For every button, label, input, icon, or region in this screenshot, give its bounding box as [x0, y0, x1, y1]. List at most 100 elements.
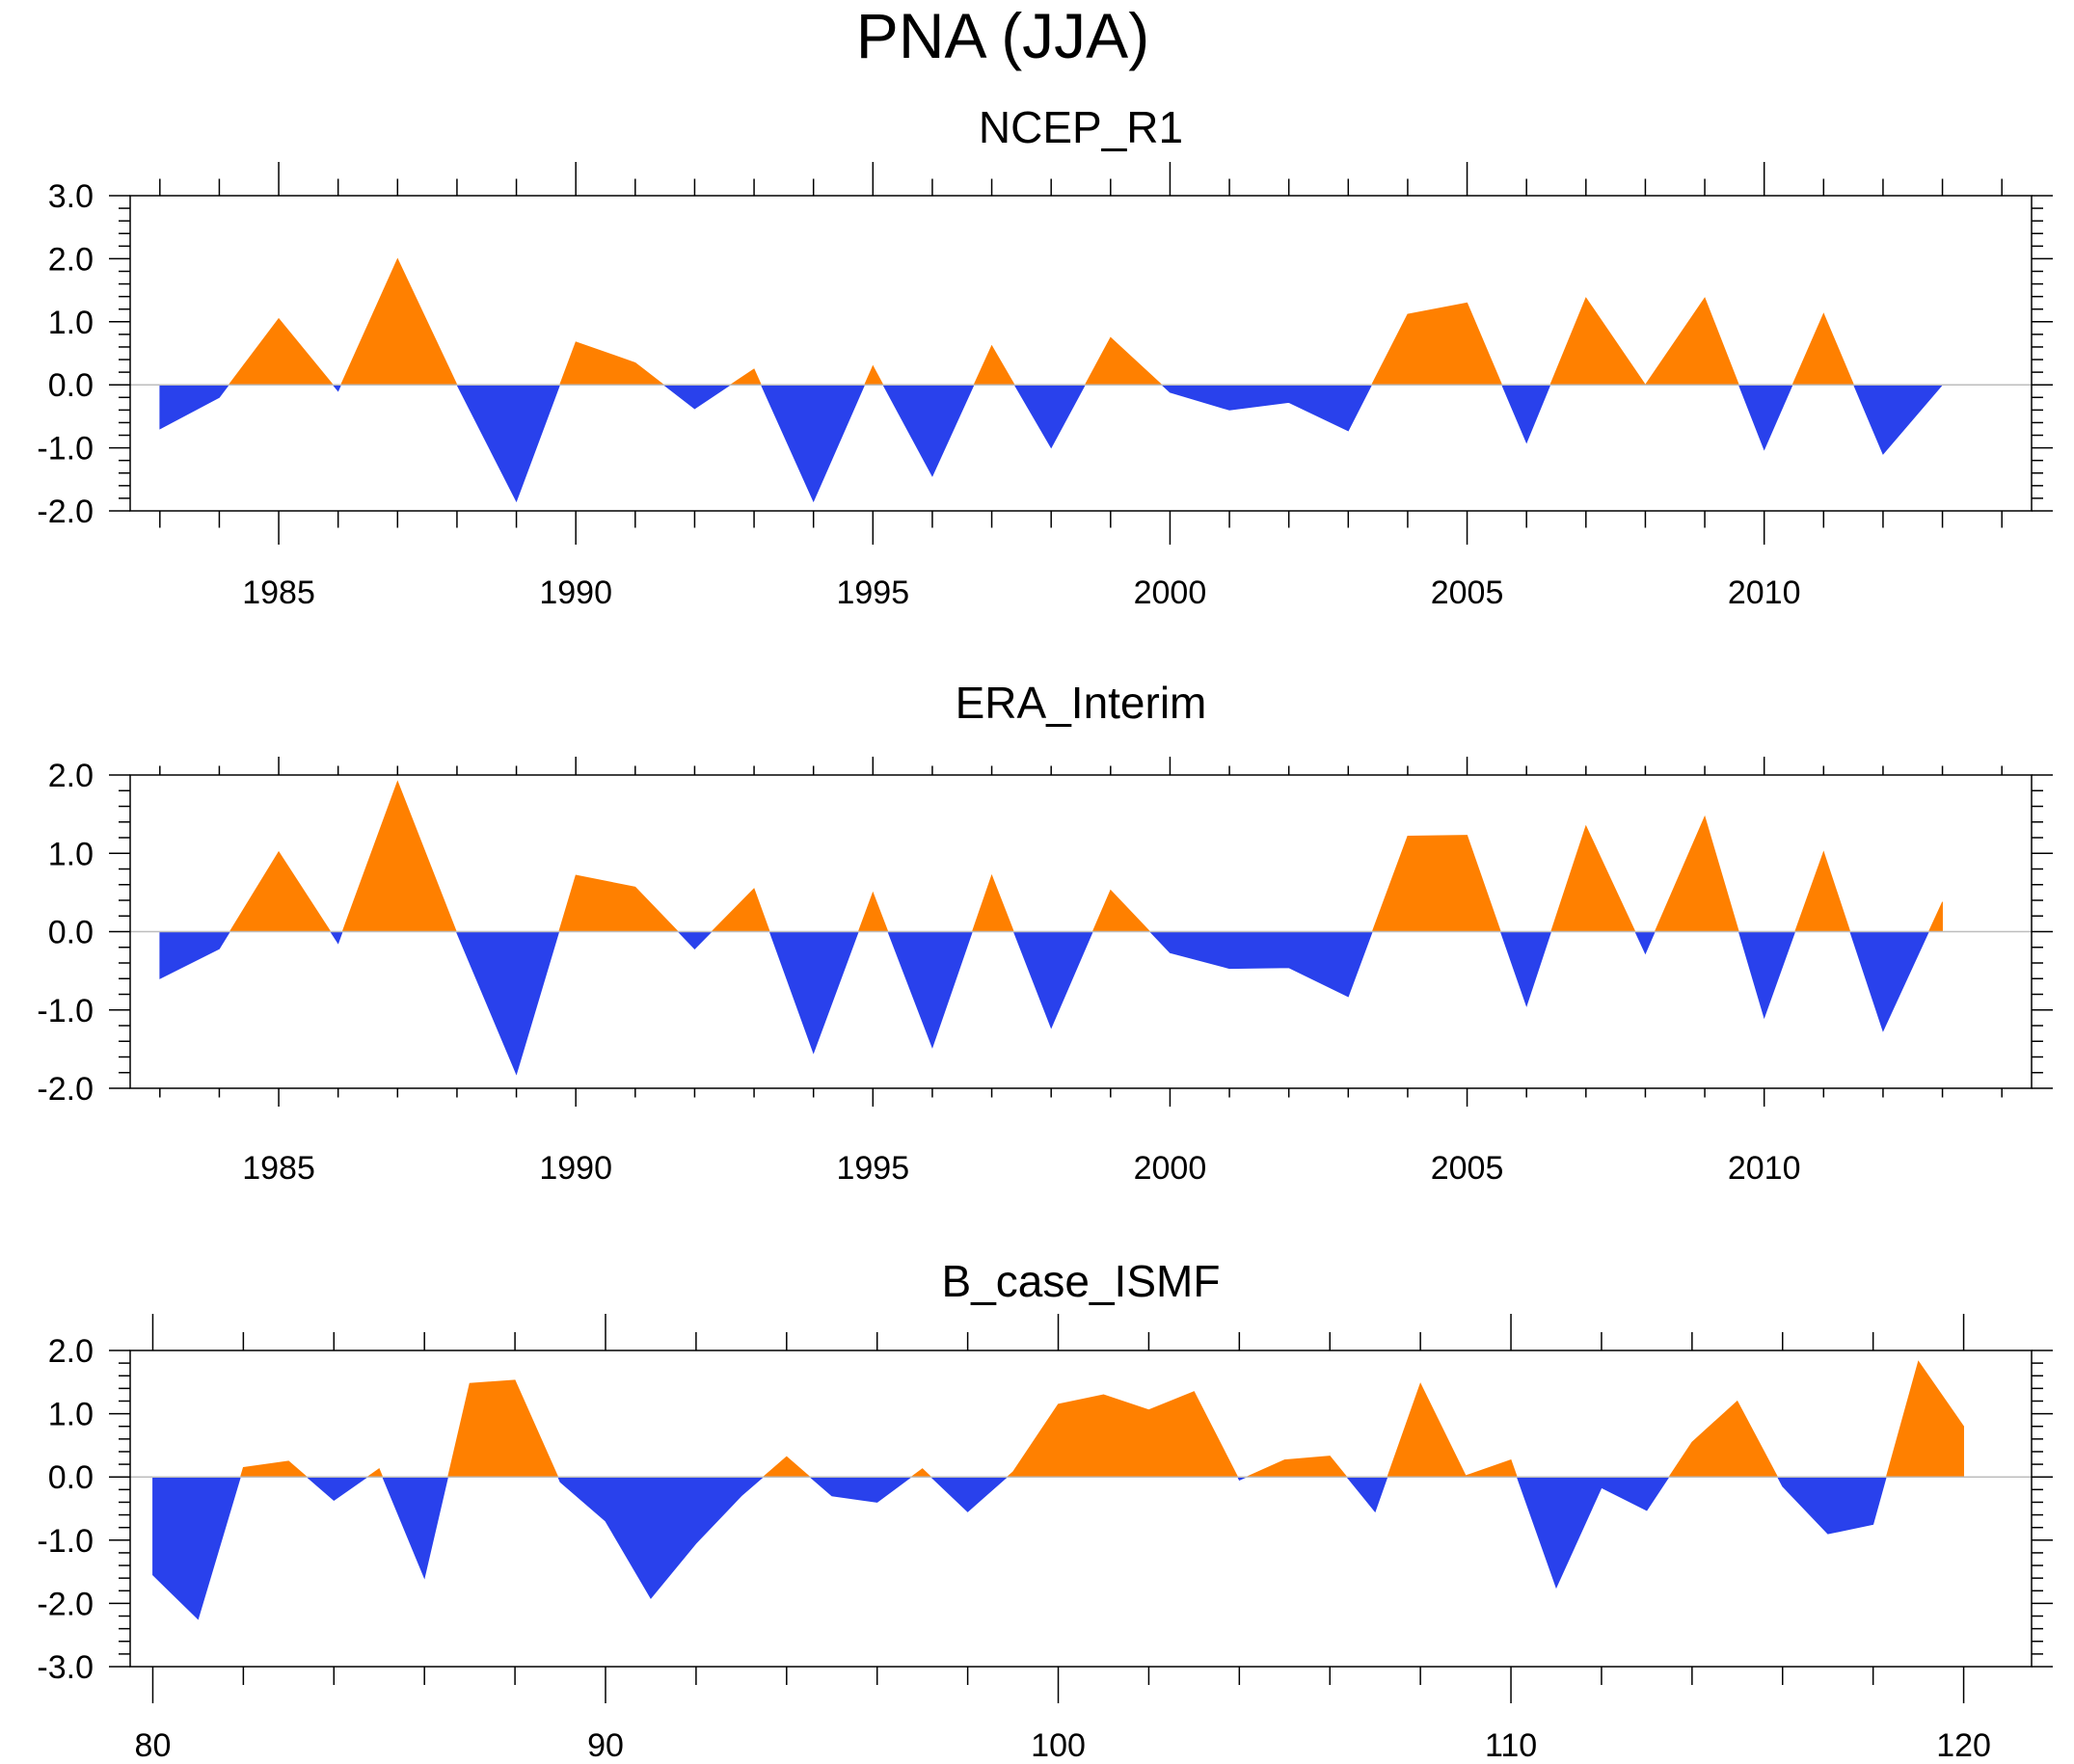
x-tick-label: 2005 [1431, 575, 1504, 611]
positive-area [365, 1468, 384, 1478]
y-tick-label: 3.0 [48, 178, 94, 215]
negative-area [557, 1476, 765, 1599]
y-tick-label: -2.0 [37, 1586, 94, 1622]
positive-area [1644, 297, 1739, 386]
positive-area [1387, 1382, 1518, 1478]
x-tick-label: 90 [587, 1727, 624, 1764]
positive-area [447, 1379, 559, 1478]
negative-area [1776, 1476, 1887, 1535]
positive-area [711, 888, 770, 932]
negative-area [1634, 931, 1656, 955]
y-tick-label: 2.0 [48, 241, 94, 278]
x-tick-label: 2005 [1431, 1150, 1504, 1187]
positive-area [729, 368, 763, 386]
x-tick-label: 2010 [1728, 575, 1801, 611]
negative-area [1501, 384, 1551, 444]
y-tick-label: 0.0 [48, 367, 94, 404]
positive-area [1654, 815, 1739, 932]
positive-area [1091, 889, 1151, 932]
positive-area [228, 317, 335, 386]
positive-area [909, 1468, 932, 1478]
positive-area [340, 257, 458, 386]
negative-area [152, 1476, 241, 1620]
positive-area [1550, 824, 1636, 932]
positive-area [1370, 302, 1503, 386]
y-tick-label: -2.0 [37, 1071, 94, 1108]
x-tick-label: 1985 [242, 575, 315, 611]
negative-area [1737, 384, 1793, 451]
positive-area [971, 873, 1014, 932]
positive-area [1549, 297, 1647, 386]
positive-area [1246, 1456, 1348, 1478]
x-tick-label: 80 [135, 1727, 172, 1764]
chart-panel-era-interim: ERA_Interim 1985 1990 1995 2000 2005 2010 -2.0 -… [37, 678, 2053, 1187]
negative-area [455, 931, 560, 1076]
positive-area [341, 780, 457, 932]
negative-area [768, 931, 859, 1055]
x-tick-label: 120 [1936, 1727, 1991, 1764]
negative-area [306, 1476, 369, 1501]
x-tick-label: 1990 [539, 575, 612, 611]
negative-area [159, 384, 230, 430]
negative-area [662, 384, 732, 410]
positive-area [1794, 850, 1851, 932]
negative-area [1013, 384, 1087, 449]
y-tick-label: -3.0 [37, 1649, 94, 1686]
negative-area [382, 1476, 449, 1580]
y-tick-label: 2.0 [48, 758, 94, 794]
x-tick-label: 100 [1031, 1727, 1086, 1764]
plot-frame [129, 195, 2033, 512]
y-tick-label: 1.0 [48, 836, 94, 872]
positive-area [559, 341, 665, 386]
positive-area [239, 1460, 309, 1478]
data-area-group [159, 780, 1943, 1076]
panel-title: NCEP_R1 [979, 102, 1183, 152]
positive-area [229, 850, 332, 932]
negative-area [1852, 384, 1944, 455]
y-tick-label: 1.0 [48, 1397, 94, 1433]
y-tick-label: 0.0 [48, 915, 94, 951]
positive-area [857, 891, 889, 932]
positive-area [864, 364, 884, 386]
positive-area [1084, 336, 1163, 386]
negative-area [332, 384, 342, 392]
negative-area [1516, 1476, 1670, 1590]
data-area-group [159, 257, 1944, 503]
negative-area [456, 384, 561, 503]
y-tick-label: -1.0 [37, 431, 94, 468]
x-tick-label: 2000 [1134, 1150, 1207, 1187]
y-tick-label: 0.0 [48, 1459, 94, 1496]
panel-title: ERA_Interim [956, 678, 1207, 728]
negative-area [760, 384, 866, 503]
positive-area [1791, 312, 1855, 386]
x-tick-label: 1985 [242, 1150, 315, 1187]
y-tick-label: -1.0 [37, 993, 94, 1029]
data-area-group [152, 1360, 1964, 1620]
negative-area [1737, 931, 1796, 1020]
positive-area [558, 874, 680, 932]
negative-area [159, 931, 231, 979]
y-tick-label: 2.0 [48, 1333, 94, 1370]
negative-area [1499, 931, 1552, 1007]
negative-area [1849, 931, 1929, 1032]
positive-area [973, 344, 1015, 386]
y-tick-label: -1.0 [37, 1523, 94, 1560]
plot-frame [129, 1350, 2033, 1668]
negative-area [1012, 931, 1093, 1029]
negative-area [677, 931, 713, 949]
x-tick-label: 1995 [836, 1150, 909, 1187]
negative-area [1148, 931, 1373, 998]
negative-area [882, 384, 975, 477]
y-tick-label: 1.0 [48, 305, 94, 341]
panel-title: B_case_ISMF [942, 1256, 1221, 1306]
chart-panel-ncep-r1: NCEP_R1 1985 1990 1995 2000 2005 2010 -2.0 -1.0 0… [37, 102, 2053, 611]
x-tick-label: 110 [1485, 1727, 1537, 1764]
negative-area [929, 1476, 1009, 1512]
x-tick-label: 1990 [539, 1150, 612, 1187]
positive-area [762, 1456, 812, 1478]
negative-area [808, 1476, 913, 1503]
positive-area [1885, 1360, 1964, 1478]
negative-area [1160, 384, 1373, 432]
chart-panel-b-case-ismf: B_case_ISMF 80 90 100 110 120 -3.0 -2.0 -1.0 0.0 1… [37, 1256, 2053, 1764]
